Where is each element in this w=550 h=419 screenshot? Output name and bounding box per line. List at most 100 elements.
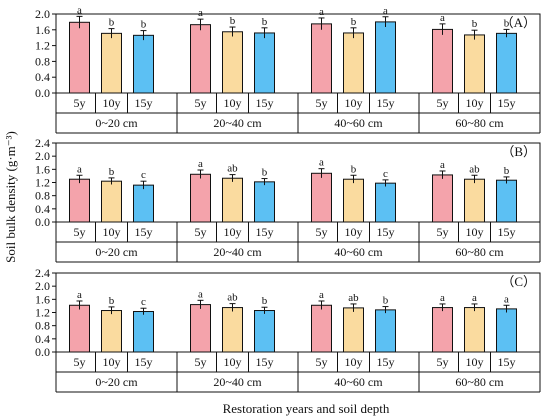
- bar: [375, 21, 396, 94]
- bar: [222, 177, 243, 223]
- category-label: 10y: [103, 96, 121, 110]
- category-label: 5y: [195, 355, 207, 369]
- category-label: 5y: [74, 225, 86, 239]
- panel-label: （C）: [501, 274, 536, 289]
- bar: [69, 178, 90, 223]
- y-tick-label: 0.0: [35, 345, 50, 359]
- significance-letter: b: [141, 19, 147, 31]
- bar: [311, 172, 332, 223]
- category-label: 15y: [498, 96, 516, 110]
- panel-label: （A）: [501, 15, 536, 30]
- bar: [464, 178, 485, 223]
- significance-letter: b: [262, 16, 268, 28]
- y-tick-label: 2.0: [35, 7, 50, 21]
- bar: [133, 34, 154, 94]
- group-label: 20~40 cm: [213, 375, 262, 389]
- significance-letter: a: [198, 158, 203, 170]
- bar: [133, 184, 154, 223]
- category-label: 10y: [103, 225, 121, 239]
- category-label: 5y: [437, 355, 449, 369]
- category-label: 15y: [256, 355, 274, 369]
- bar: [190, 24, 211, 94]
- group-label: 60~80 cm: [455, 245, 504, 259]
- significance-letter: a: [198, 7, 203, 19]
- category-label: 10y: [466, 96, 484, 110]
- group-label: 20~40 cm: [213, 116, 262, 130]
- significance-letter: c: [141, 169, 146, 181]
- bar: [254, 310, 275, 353]
- category-label: 10y: [345, 225, 363, 239]
- bar: [101, 310, 122, 353]
- significance-letter: a: [383, 5, 388, 17]
- significance-letter: a: [319, 289, 324, 301]
- bar: [133, 311, 154, 353]
- bar: [254, 181, 275, 223]
- significance-letter: a: [198, 288, 203, 300]
- y-tick-label: 1.6: [35, 162, 50, 176]
- y-tick-label: 0.0: [35, 215, 50, 229]
- significance-letter: b: [351, 16, 357, 28]
- panel-2: 0.00.40.81.21.62.02.4 （B） 0~20 cm a 5y b 10y c 1…: [35, 136, 541, 263]
- bar: [254, 32, 275, 94]
- bar: [222, 307, 243, 353]
- y-tick-label: 0.8: [35, 319, 50, 333]
- y-tick-label: 0.4: [35, 332, 50, 346]
- significance-letter: b: [472, 18, 478, 30]
- y-tick-label: 1.6: [35, 292, 50, 306]
- significance-letter: b: [383, 295, 389, 307]
- bar: [190, 304, 211, 353]
- significance-letter: b: [504, 165, 510, 177]
- group-label: 0~20 cm: [95, 245, 138, 259]
- bar: [432, 307, 453, 353]
- category-label: 10y: [345, 96, 363, 110]
- significance-letter: b: [109, 295, 115, 307]
- bar: [375, 309, 396, 353]
- significance-letter: ab: [227, 163, 238, 175]
- category-label: 10y: [103, 355, 121, 369]
- significance-letter: c: [383, 168, 388, 180]
- y-tick-label: 1.6: [35, 23, 50, 37]
- significance-letter: ab: [348, 292, 359, 304]
- bar: [311, 23, 332, 94]
- category-label: 10y: [466, 225, 484, 239]
- y-tick-label: 2.4: [35, 136, 50, 150]
- significance-letter: b: [262, 295, 268, 307]
- category-label: 5y: [437, 96, 449, 110]
- group-label: 60~80 cm: [455, 375, 504, 389]
- category-label: 15y: [377, 96, 395, 110]
- y-tick-label: 0.4: [35, 70, 50, 84]
- bar: [311, 304, 332, 353]
- y-tick-label: 1.2: [35, 39, 50, 53]
- bar: [190, 173, 211, 223]
- bar: [101, 32, 122, 94]
- significance-letter: a: [77, 289, 82, 301]
- significance-letter: a: [319, 6, 324, 18]
- significance-letter: c: [141, 296, 146, 308]
- category-label: 15y: [498, 355, 516, 369]
- significance-letter: b: [109, 166, 115, 178]
- significance-letter: ab: [227, 292, 238, 304]
- category-label: 5y: [74, 355, 86, 369]
- bar: [343, 32, 364, 94]
- bar: [464, 34, 485, 94]
- bar: [432, 28, 453, 94]
- y-tick-label: 0.4: [35, 202, 50, 216]
- significance-letter: b: [109, 17, 115, 29]
- significance-letter: a: [77, 163, 82, 175]
- category-label: 15y: [256, 225, 274, 239]
- group-label: 0~20 cm: [95, 375, 138, 389]
- y-axis-title: Soil bulk density (g·m⁻³): [3, 131, 18, 263]
- significance-letter: a: [440, 159, 445, 171]
- group-label: 20~40 cm: [213, 245, 262, 259]
- category-label: 15y: [498, 225, 516, 239]
- bar: [101, 180, 122, 223]
- significance-letter: a: [440, 292, 445, 304]
- category-label: 10y: [224, 355, 242, 369]
- y-tick-label: 2.0: [35, 149, 50, 163]
- category-label: 10y: [224, 225, 242, 239]
- bar: [343, 307, 364, 353]
- category-label: 15y: [377, 225, 395, 239]
- category-label: 15y: [135, 225, 153, 239]
- x-axis-title: Restoration years and soil depth: [223, 401, 390, 416]
